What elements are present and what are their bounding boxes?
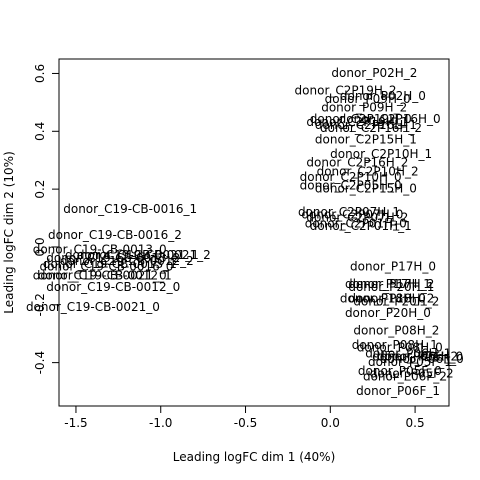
- point-label: donor_C19-CB-0016_0: [40, 260, 174, 274]
- point-label: donor_C2P15H_1: [315, 132, 417, 146]
- point-label: donor_P20H_0: [345, 306, 431, 320]
- point-label: donor_P05F_0: [358, 364, 442, 378]
- point-label: donor_C19-CB-0013_2: [46, 251, 180, 265]
- y-tick-label: 0.0: [33, 237, 47, 256]
- point-label: donor_P08H_0: [357, 341, 443, 355]
- point-label: donor_P05F_2: [370, 367, 454, 381]
- point-label: donor_C19-CB-0012_0: [46, 280, 180, 294]
- point-label: donor_C19-CB-0021_1: [65, 248, 199, 262]
- x-tick-label: 0.0: [321, 416, 340, 430]
- point-label: donor_C2P01H_1: [310, 219, 412, 233]
- point-label: donor_P02H_2: [331, 66, 417, 80]
- point-label: donor_C2P10H_2: [317, 164, 419, 178]
- point-label: donor_P17H_2: [348, 277, 434, 291]
- point-label: donor_C2P16H_1: [315, 118, 417, 132]
- y-tick-label: 0.2: [33, 180, 47, 199]
- point-label: donor_P18H_2: [348, 292, 434, 306]
- point-label: donor_P06H_0: [377, 349, 463, 363]
- point-label: donor_P09H_2: [321, 101, 407, 115]
- point-label: donor_C19-CB-0013_1: [43, 257, 177, 271]
- point-label: donor_P06H_2: [372, 349, 458, 363]
- point-label: donor_C19-CB-0016_1: [63, 202, 197, 216]
- point-label: donor_P02H_0: [340, 89, 426, 103]
- point-label: donor_C2P10H_1: [330, 147, 432, 161]
- point-labels: donor_P02H_2donor_C2P19H_2donor_P02H_0do…: [26, 66, 464, 398]
- point-label: donor_P09H_0: [325, 92, 411, 106]
- point-label: donor_C2P07H_2: [306, 211, 408, 225]
- point-label: donor_C19-CB-0021_2: [77, 248, 211, 262]
- point-label: donor_C2P01H_0: [305, 216, 407, 230]
- point-label: donor_P08H_1: [352, 338, 438, 352]
- x-axis: -1.5 -1.0 -0.5 0.0 0.5: [64, 405, 425, 430]
- point-label: donor_P20H_2: [353, 294, 439, 308]
- point-label: donor_P05F_1: [368, 355, 452, 369]
- y-tick-label: 0.6: [33, 64, 47, 83]
- point-label: donor_C19-CB-0016_2: [48, 228, 182, 242]
- y-tick-label: 0.4: [33, 122, 47, 141]
- x-tick-label: -1.0: [149, 416, 172, 430]
- point-label: donor_P20H_1: [348, 280, 434, 294]
- point-label: donor_C19-CB-0021_0: [33, 268, 167, 282]
- point-label: donor_C2P19H_0: [310, 112, 412, 126]
- point-label: donor_C2P16H_0: [339, 112, 441, 126]
- point-label: donor_P17H_0: [350, 260, 436, 274]
- y-tick-label: -0.4: [33, 351, 47, 374]
- y-axis: -0.4 -0.2 0.0 0.2 0.4 0.6: [33, 64, 60, 374]
- x-tick-label: -0.5: [234, 416, 257, 430]
- point-label: donor_C2P05H_0: [300, 179, 402, 193]
- point-label: donor_P18H_0: [340, 292, 426, 306]
- point-label: donor_P06F_1: [356, 384, 440, 398]
- point-label: donor_C2P15H_0: [315, 182, 417, 196]
- point-label: donor_C19-CB-0012_2: [60, 254, 194, 268]
- x-tick-label: 0.5: [406, 416, 425, 430]
- point-label: donor_P08H_2: [353, 323, 439, 337]
- x-tick-label: -1.5: [64, 416, 87, 430]
- point-label: donor_C19-CB-0013_0: [33, 242, 167, 256]
- y-axis-label: Leading logFC dim 2 (10%): [2, 151, 16, 314]
- point-label: donor_C19-CB-0021_0: [26, 300, 160, 314]
- point-label: donor_C2P07H_1: [298, 205, 400, 219]
- y-tick-label: -0.2: [33, 293, 47, 316]
- point-label: donor_C2P16H_2: [306, 156, 408, 170]
- point-label: donor_P06H_1: [365, 346, 451, 360]
- point-label: donor_P06F_0: [380, 352, 464, 366]
- point-label: donor_C2P07H_0: [301, 208, 403, 222]
- point-label: donor_C19-CB-0012_1: [38, 268, 172, 282]
- point-label: donor_C2P19H_1: [306, 115, 408, 129]
- point-label: donor_P06F_2: [363, 370, 447, 384]
- point-label: donor_P17H_1: [345, 277, 431, 291]
- point-label: donor_C2P10H_0: [300, 170, 402, 184]
- point-label: donor_C2P16H_2: [320, 121, 422, 135]
- x-axis-label: Leading logFC dim 1 (40%): [173, 450, 336, 464]
- point-label: donor_C2P19H_2: [295, 83, 397, 97]
